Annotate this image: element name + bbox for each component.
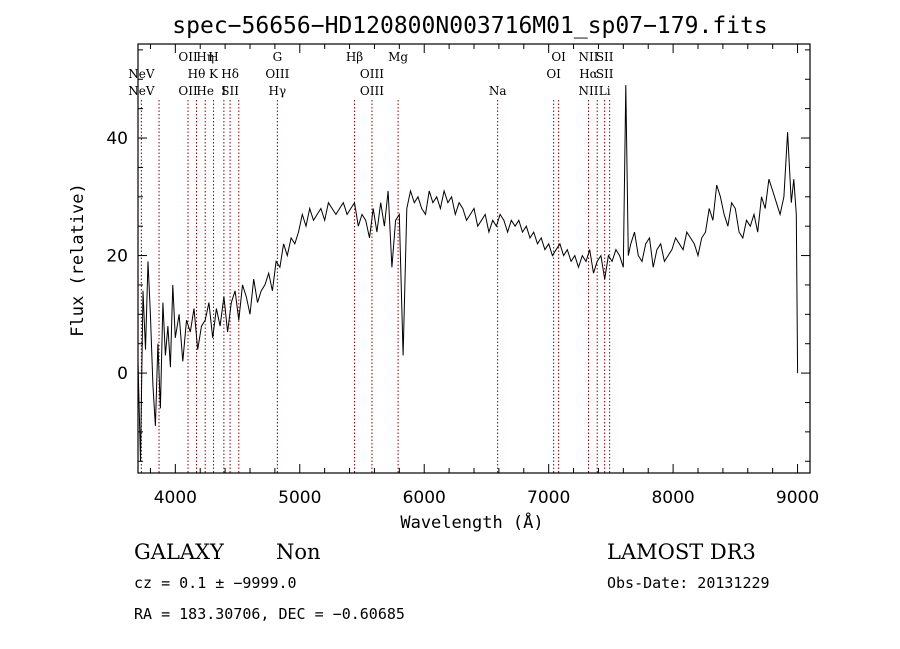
emission-line-markers [140,100,611,473]
y-tick-label: 20 [106,247,128,267]
emission-line-label: He [196,84,214,98]
object-subclass: Non [276,540,321,564]
emission-line-label: OIII [265,67,289,81]
emission-line-label: SII [221,84,239,98]
chart-title: spec−56656−HD120800N003716M01_sp07−179.f… [172,13,767,39]
spectrum-line [137,85,799,462]
obs-date: Obs-Date: 20131229 [607,574,770,592]
emission-line-label: Hδ [221,67,239,81]
emission-line-label: NeV [128,84,155,98]
emission-line-label: OII [178,50,198,64]
emission-line-label: Hθ [188,67,206,81]
x-tick-label: 5000 [278,488,321,508]
emission-line-label: Hγ [269,84,287,98]
emission-line-label: OI [551,50,566,64]
x-tick-label: 6000 [403,488,446,508]
emission-line-label: NeV [128,67,155,81]
emission-line-label: I [221,84,226,98]
y-axis-label: Flux (relative) [68,183,88,337]
emission-line-label: OII [178,84,198,98]
x-tick-label: 7000 [527,488,570,508]
emission-line-label: OIII [360,84,384,98]
emission-line-label: Na [489,84,507,98]
x-tick-label: 8000 [651,488,694,508]
emission-line-label: G [273,50,283,64]
coordinates-info: RA = 183.30706, DEC = −0.60685 [134,605,405,623]
y-tick-label: 0 [117,364,128,384]
x-tick-label: 4000 [154,488,197,508]
emission-line-label: Hη [196,50,214,64]
x-axis-label: Wavelength (Å) [400,511,543,533]
survey-name: LAMOST DR3 [607,540,756,564]
emission-line-label: OIII [360,67,384,81]
object-class: GALAXY [134,540,225,564]
redshift-info: cz = 0.1 ± −9999.0 [134,574,297,592]
emission-line-label: H [208,50,218,64]
x-tick-label: 9000 [776,488,819,508]
emission-line-labels: NeV NeV OII OII Hθ Hη He HKI Hδ SII G OIII Hγ Hβ OIII O… [128,50,614,98]
emission-line-label: Hα [579,67,598,81]
emission-line-label: Hβ [346,50,363,64]
y-tick-label: 40 [106,129,128,149]
emission-line-label: K [209,67,219,81]
x-axis-ticks: 4000 5000 6000 7000 8000 9000 [149,44,819,508]
emission-line-label: SII [596,50,614,64]
emission-line-label: NII [578,84,598,98]
emission-line-label: Li [599,84,611,98]
emission-line-label: SII [596,67,614,81]
emission-line-label: OI [546,67,561,81]
emission-line-label: Mg [388,50,408,64]
y-axis-ticks: 0 20 40 [106,49,810,462]
emission-line-label: NII [578,50,598,64]
